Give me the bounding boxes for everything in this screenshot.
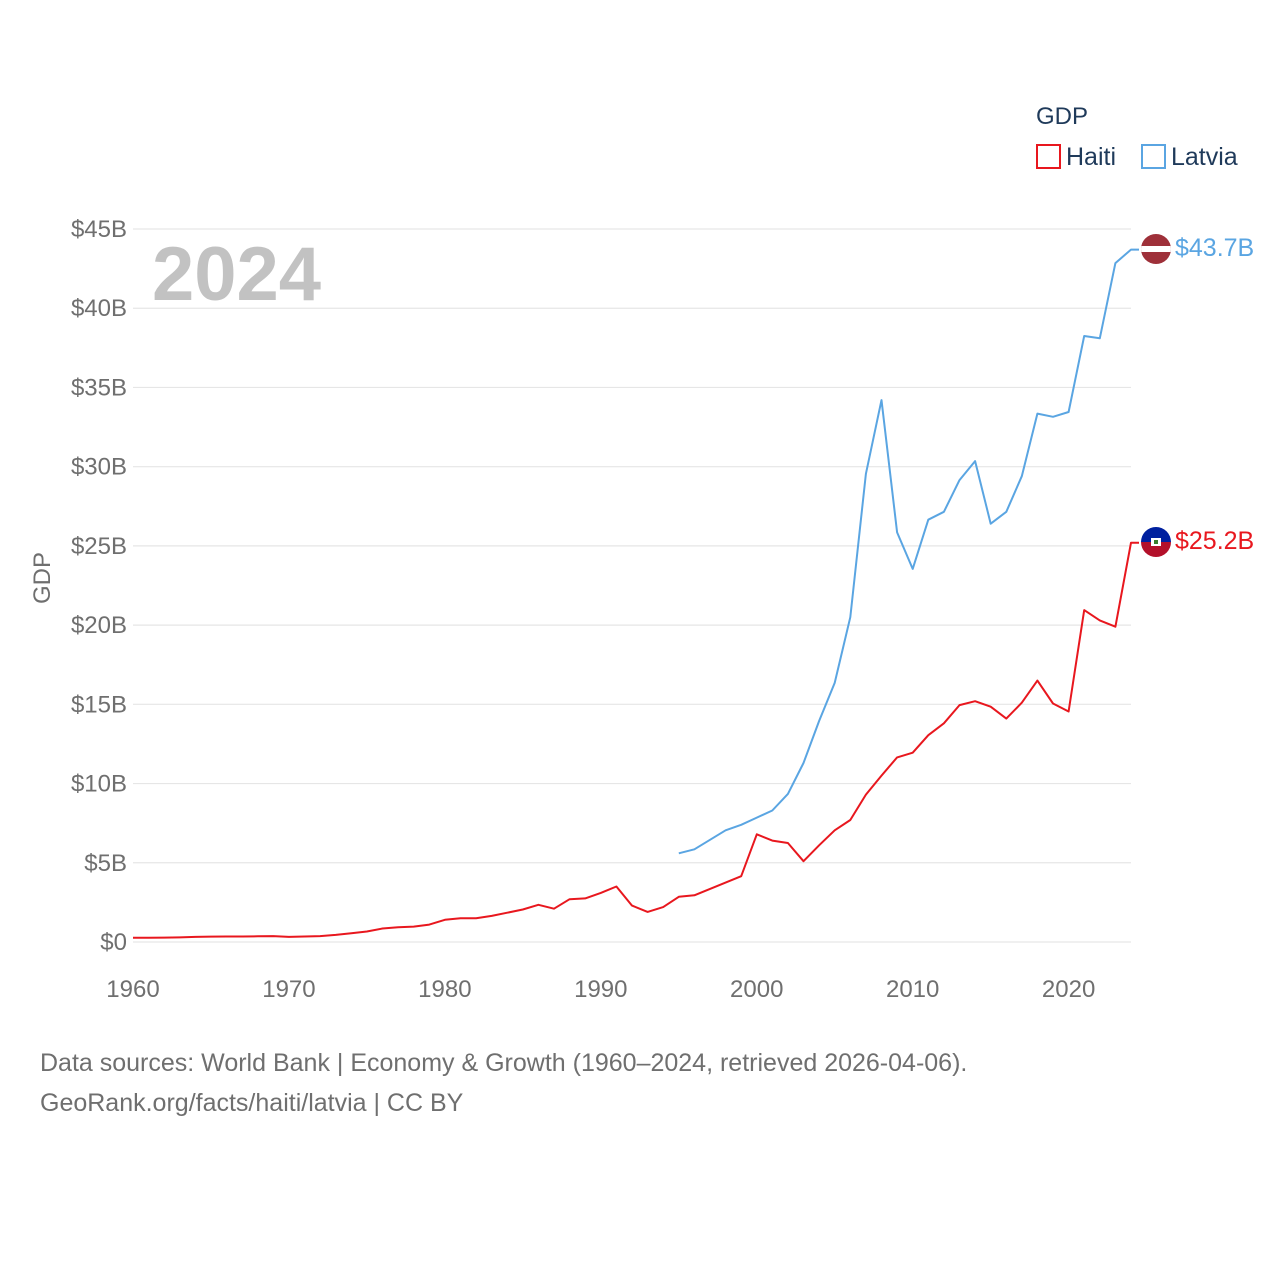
y-tick-label: $25B (71, 533, 127, 560)
latvia-flag-icon (1141, 234, 1171, 264)
legend-label-haiti: Haiti (1066, 143, 1116, 171)
y-tick-label: $45B (71, 216, 127, 243)
data-sources-text: Data sources: World Bank | Economy & Gro… (40, 1049, 968, 1077)
y-tick-label: $10B (71, 771, 127, 798)
y-tick-label: $5B (84, 850, 127, 877)
legend-title: GDP (1036, 103, 1088, 130)
x-tick-label: 1970 (262, 976, 315, 1003)
x-tick-label: 2000 (730, 976, 783, 1003)
series-line-haiti[interactable] (133, 541, 1139, 939)
y-tick-label: $40B (71, 295, 127, 322)
x-tick-label: 2010 (886, 976, 939, 1003)
year-label: 2024 (152, 232, 321, 317)
x-tick-label: 1960 (106, 976, 159, 1003)
x-tick-label: 1990 (574, 976, 627, 1003)
legend-swatch-latvia (1141, 144, 1166, 169)
haiti-flag-icon (1141, 527, 1171, 557)
y-axis-title: GDP (29, 552, 56, 604)
y-tick-label: $20B (71, 612, 127, 639)
y-tick-label: $35B (71, 374, 127, 401)
y-axis-ticks: $0 $5B $10B $15B $20B $25B $30B $35B $40B $45B (71, 216, 127, 956)
attribution-link[interactable]: GeoRank.org/facts/haiti/latvia | CC BY (40, 1089, 464, 1117)
series-line-latvia[interactable] (678, 248, 1139, 855)
footer: Data sources: World Bank | Economy & Gro… (40, 1043, 967, 1123)
legend-swatch-haiti (1036, 144, 1061, 169)
legend-item-latvia[interactable]: Latvia (1141, 143, 1238, 171)
end-value-label-latvia: $43.7B (1175, 234, 1254, 262)
legend-item-haiti[interactable]: Haiti (1036, 143, 1116, 171)
x-tick-label: 1980 (418, 976, 471, 1003)
y-tick-label: $0 (100, 929, 127, 956)
x-axis-ticks: 1960 1970 1980 1990 2000 2010 2020 (106, 976, 1095, 1003)
end-value-label-haiti: $25.2B (1175, 527, 1254, 555)
gdp-line-chart: GDP Haiti Latvia $0 $5B $10B $15B $20B $25B $3… (29, 103, 1254, 1003)
y-tick-label: $30B (71, 454, 127, 481)
gridlines (133, 228, 1131, 943)
y-tick-label: $15B (71, 691, 127, 718)
x-tick-label: 2020 (1042, 976, 1095, 1003)
legend-label-latvia: Latvia (1171, 143, 1238, 171)
